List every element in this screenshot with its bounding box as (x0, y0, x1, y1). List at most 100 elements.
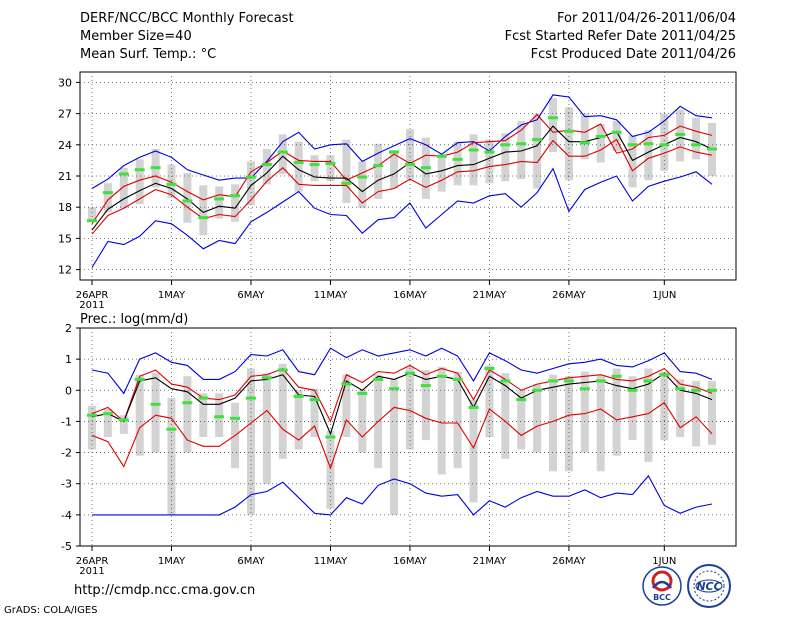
panel-title: Prec.: log(mm/d) (80, 312, 188, 327)
box (517, 120, 526, 180)
median-marker (166, 427, 177, 431)
forecast-period-label: For 2011/04/26-2011/06/04 (557, 11, 736, 26)
y-tick-label: 0 (65, 384, 72, 397)
median-marker (261, 163, 272, 167)
median-marker (436, 374, 447, 378)
median-marker (134, 168, 145, 172)
median-marker (532, 138, 543, 142)
x-tick-label: 16MAY (393, 290, 427, 301)
x-tick-label: 6MAY (237, 290, 265, 301)
median-marker (659, 143, 670, 147)
median-marker (532, 388, 543, 392)
box (358, 390, 367, 453)
median-marker (659, 373, 670, 377)
y-tick-label: -2 (61, 447, 72, 460)
box (262, 148, 271, 185)
box (390, 379, 399, 515)
median-marker (595, 379, 606, 383)
median-marker (643, 379, 654, 383)
median-marker (245, 175, 256, 179)
median-marker (500, 143, 511, 147)
median-marker (373, 377, 384, 381)
x-tick-label: 26MAY (552, 556, 586, 567)
box (533, 113, 542, 189)
y-tick-label: 30 (58, 76, 72, 89)
median-marker (245, 396, 256, 400)
y-tick-label: 18 (58, 201, 72, 214)
website-url: http://cmdp.ncc.cma.gov.cn (74, 583, 256, 598)
x-tick-label: 26APR (76, 556, 109, 567)
box (692, 117, 701, 160)
median-marker (595, 134, 606, 138)
box (183, 172, 192, 223)
median-marker (166, 182, 177, 186)
box (310, 155, 319, 182)
median-marker (150, 166, 161, 170)
median-marker (198, 396, 209, 400)
box (580, 113, 589, 160)
median-marker (420, 166, 431, 170)
median-marker (484, 366, 495, 370)
box (485, 139, 494, 184)
median-marker (341, 382, 352, 386)
median-marker (341, 181, 352, 185)
box (199, 393, 208, 437)
x-tick-label: 6MAY (237, 556, 265, 567)
bcc-logo: BCC (642, 566, 682, 606)
box (119, 167, 128, 209)
std-upper-line (91, 113, 713, 225)
y-tick-label: -1 (61, 415, 72, 428)
max-line (91, 347, 713, 395)
min-line (92, 474, 713, 516)
box (231, 184, 240, 222)
box (135, 374, 144, 456)
std-lower-line (91, 138, 713, 235)
box (501, 133, 510, 182)
y-tick-label: 2 (65, 322, 72, 335)
x-tick-label: 16MAY (393, 556, 427, 567)
box (421, 370, 430, 441)
y-tick-label: -3 (61, 478, 72, 491)
median-marker (293, 160, 304, 164)
median-marker (277, 368, 288, 372)
x-tick-label: 21MAY (473, 556, 507, 567)
box (660, 371, 669, 441)
median-marker (102, 191, 113, 195)
x-tick-label: 1MAY (158, 556, 186, 567)
grads-credit: GrADS: COLA/IGES (4, 605, 98, 616)
x-tick-label: 1JUN (652, 290, 676, 301)
box (533, 384, 542, 453)
box (676, 379, 685, 437)
box (262, 373, 271, 484)
produced-date-label: Fcst Produced Date 2011/04/26 (530, 47, 736, 62)
median-marker (325, 162, 336, 166)
std-lower-line (91, 401, 713, 470)
median-marker (118, 418, 129, 422)
min-line (91, 167, 713, 268)
box (549, 98, 558, 153)
box (437, 154, 446, 192)
box (708, 380, 716, 445)
median-marker (468, 405, 479, 409)
mean-line (91, 125, 713, 231)
std-upper-line (91, 364, 713, 423)
x-tick-label: 11MAY (314, 556, 348, 567)
median-marker (675, 132, 686, 136)
median-marker (675, 387, 686, 391)
median-marker (150, 402, 161, 406)
chart-title: DERF/NCC/BCC Monthly Forecast (80, 11, 294, 26)
median-marker (691, 143, 702, 147)
median-marker (436, 154, 447, 158)
median-marker (357, 391, 368, 395)
box (215, 393, 224, 437)
box (453, 371, 462, 469)
y-tick-label: 12 (58, 264, 72, 277)
y-tick-label: -5 (61, 540, 72, 553)
median-marker (261, 376, 272, 380)
box (151, 373, 160, 453)
box (437, 366, 446, 475)
median-marker (579, 387, 590, 391)
ncc-logo: NCC (687, 564, 731, 608)
median-marker (118, 172, 129, 176)
